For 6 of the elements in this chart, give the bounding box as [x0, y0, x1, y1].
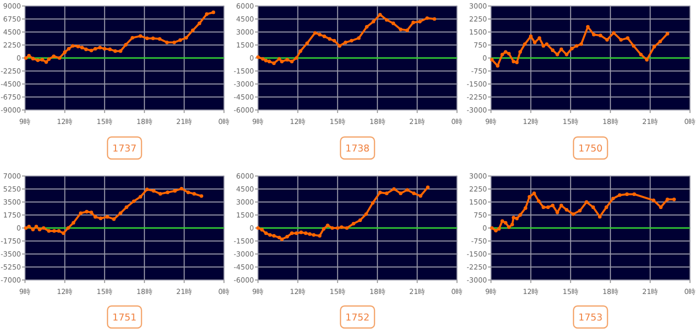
text: 1737	[112, 144, 137, 154]
text: 1753	[578, 312, 603, 324]
text: 1752	[345, 312, 370, 324]
text: 1751	[112, 312, 137, 324]
text: 1738	[345, 144, 370, 154]
text: 1750	[578, 144, 603, 154]
